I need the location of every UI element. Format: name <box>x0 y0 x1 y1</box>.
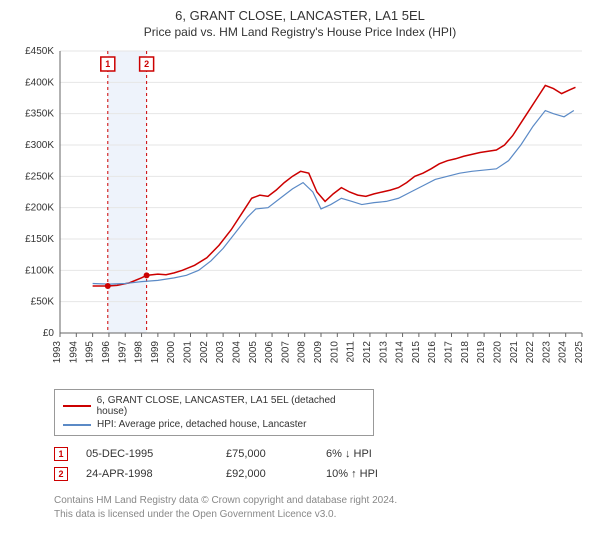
svg-text:1997: 1997 <box>117 341 128 364</box>
svg-text:2006: 2006 <box>264 341 275 364</box>
sale-price: £75,000 <box>226 448 326 460</box>
svg-text:£400K: £400K <box>25 77 54 88</box>
svg-text:1994: 1994 <box>68 341 79 364</box>
svg-text:£250K: £250K <box>25 171 54 182</box>
svg-text:2: 2 <box>144 59 149 69</box>
svg-text:2010: 2010 <box>329 341 340 364</box>
svg-text:1998: 1998 <box>134 341 145 364</box>
legend-swatch <box>63 405 91 407</box>
svg-text:2013: 2013 <box>378 341 389 364</box>
svg-text:2000: 2000 <box>166 341 177 364</box>
svg-text:2008: 2008 <box>297 341 308 364</box>
svg-text:2001: 2001 <box>183 341 194 364</box>
attribution: Contains HM Land Registry data © Crown c… <box>54 494 588 521</box>
svg-text:£150K: £150K <box>25 234 54 245</box>
svg-text:2015: 2015 <box>411 341 422 364</box>
svg-text:£450K: £450K <box>25 46 54 57</box>
svg-text:2016: 2016 <box>427 341 438 364</box>
svg-text:2007: 2007 <box>280 341 291 364</box>
svg-text:£350K: £350K <box>25 109 54 120</box>
attribution-line: Contains HM Land Registry data © Crown c… <box>54 494 588 508</box>
legend-label: 6, GRANT CLOSE, LANCASTER, LA1 5EL (deta… <box>97 395 365 417</box>
svg-text:2018: 2018 <box>460 341 471 364</box>
svg-text:2020: 2020 <box>492 341 503 364</box>
sale-price: £92,000 <box>226 468 326 480</box>
svg-text:2019: 2019 <box>476 341 487 364</box>
svg-text:1995: 1995 <box>85 341 96 364</box>
svg-text:2011: 2011 <box>346 341 357 363</box>
svg-text:1993: 1993 <box>52 341 63 364</box>
svg-text:2005: 2005 <box>248 341 259 364</box>
sale-delta: 10% ↑ HPI <box>326 468 446 480</box>
svg-text:2009: 2009 <box>313 341 324 364</box>
svg-text:2024: 2024 <box>558 341 569 364</box>
svg-text:£100K: £100K <box>25 265 54 276</box>
svg-text:2002: 2002 <box>199 341 210 364</box>
svg-text:2017: 2017 <box>444 341 455 364</box>
legend-label: HPI: Average price, detached house, Lanc… <box>97 419 306 430</box>
line-chart-svg: £0 £50K £100K £150K £200K £250K £300K £350K £400… <box>12 43 588 383</box>
sale-marker-icon: 1 <box>54 447 68 461</box>
svg-text:1: 1 <box>105 59 110 69</box>
chart-plot-area: £0 £50K £100K £150K £200K £250K £300K £350K £400… <box>12 43 588 383</box>
sale-marker-icon: 2 <box>54 467 68 481</box>
legend: 6, GRANT CLOSE, LANCASTER, LA1 5EL (deta… <box>54 389 374 436</box>
sales-table: 1 05-DEC-1995 £75,000 6% ↓ HPI 2 24-APR-… <box>54 444 588 484</box>
chart-title: 6, GRANT CLOSE, LANCASTER, LA1 5EL <box>12 8 588 23</box>
svg-text:2025: 2025 <box>574 341 585 364</box>
sale-row: 1 05-DEC-1995 £75,000 6% ↓ HPI <box>54 444 588 464</box>
svg-text:2004: 2004 <box>231 341 242 364</box>
svg-text:£50K: £50K <box>31 297 55 308</box>
sale-date: 24-APR-1998 <box>86 468 226 480</box>
chart-subtitle: Price paid vs. HM Land Registry's House … <box>12 25 588 39</box>
svg-text:2012: 2012 <box>362 341 373 364</box>
svg-text:1999: 1999 <box>150 341 161 364</box>
svg-text:2014: 2014 <box>395 341 406 364</box>
svg-text:£200K: £200K <box>25 203 54 214</box>
svg-text:£300K: £300K <box>25 140 54 151</box>
chart-container: 6, GRANT CLOSE, LANCASTER, LA1 5EL Price… <box>0 0 600 529</box>
svg-text:2022: 2022 <box>525 341 536 364</box>
attribution-line: This data is licensed under the Open Gov… <box>54 508 588 522</box>
svg-text:2021: 2021 <box>509 341 520 364</box>
legend-item: HPI: Average price, detached house, Lanc… <box>63 418 365 431</box>
svg-text:2003: 2003 <box>215 341 226 364</box>
sale-delta: 6% ↓ HPI <box>326 448 446 460</box>
svg-text:1996: 1996 <box>101 341 112 364</box>
sale-row: 2 24-APR-1998 £92,000 10% ↑ HPI <box>54 464 588 484</box>
svg-text:2023: 2023 <box>541 341 552 364</box>
svg-text:£0: £0 <box>43 328 55 339</box>
sale-date: 05-DEC-1995 <box>86 448 226 460</box>
legend-swatch <box>63 424 91 426</box>
legend-item: 6, GRANT CLOSE, LANCASTER, LA1 5EL (deta… <box>63 394 365 418</box>
